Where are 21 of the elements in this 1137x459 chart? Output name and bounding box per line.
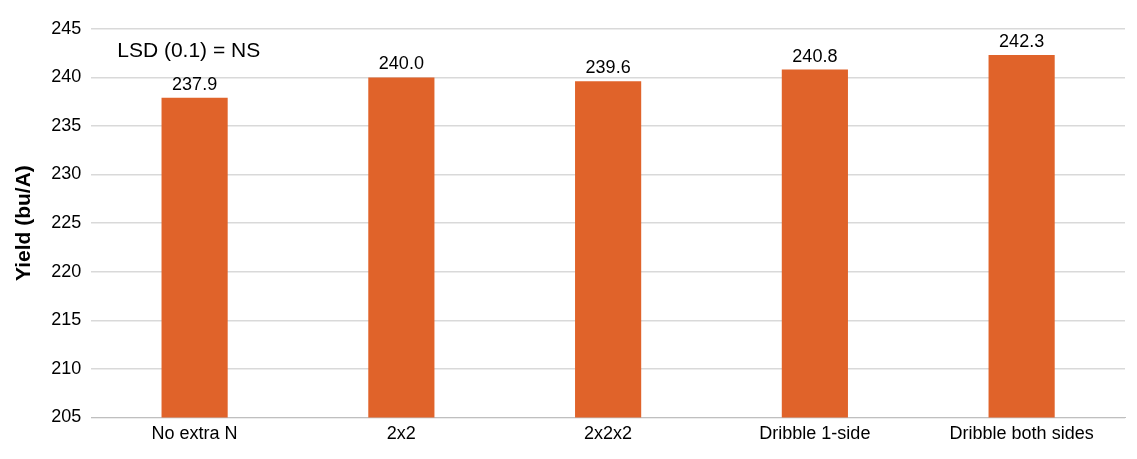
x-tick-label: 2x2 xyxy=(386,423,416,444)
annotation: LSD (0.1) = NS xyxy=(117,37,261,61)
y-tick-label: 225 xyxy=(51,212,82,233)
data-label: 240.0 xyxy=(378,53,424,74)
y-tick-label: 245 xyxy=(51,17,82,38)
data-label: 237.9 xyxy=(172,73,218,94)
y-axis-title: Yield (bu/A) xyxy=(11,165,35,282)
x-tick-label: Dribble 1-side xyxy=(759,423,871,444)
x-tick-label: Dribble both sides xyxy=(949,423,1094,444)
data-label: 242.3 xyxy=(999,31,1045,51)
y-tick-label: 205 xyxy=(51,406,82,427)
y-tick-label: 210 xyxy=(51,357,82,378)
data-label: 239.6 xyxy=(585,57,631,78)
y-tick-label: 215 xyxy=(51,309,82,330)
data-label: 240.8 xyxy=(792,45,838,66)
y-tick-label: 230 xyxy=(51,163,82,184)
y-tick-label: 240 xyxy=(51,66,82,87)
y-tick-label: 220 xyxy=(51,260,82,281)
x-tick-label: 2x2x2 xyxy=(584,423,633,444)
y-tick-label: 235 xyxy=(51,114,82,135)
x-tick-label: No extra N xyxy=(151,423,238,444)
